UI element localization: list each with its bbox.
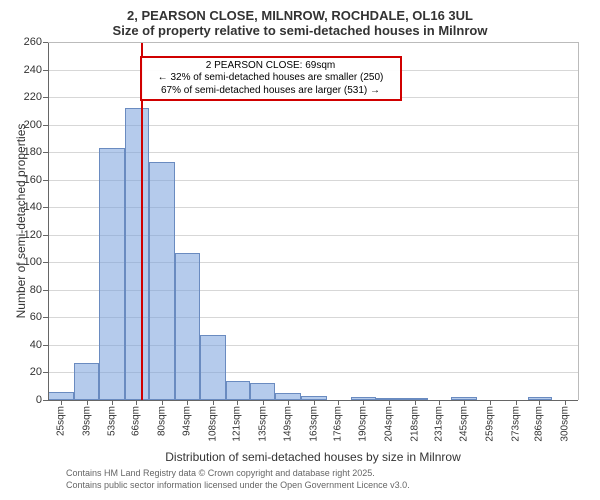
y-axis-line: [48, 42, 49, 400]
chart-title-line1: 2, PEARSON CLOSE, MILNROW, ROCHDALE, OL1…: [0, 8, 600, 23]
ytick-label: 260: [24, 36, 42, 48]
histogram-bar: [226, 381, 250, 400]
y-axis-label: Number of semi-detached properties: [14, 124, 28, 319]
attribution-line1: Contains HM Land Registry data © Crown c…: [66, 468, 410, 480]
xtick-label: 231sqm: [433, 406, 444, 442]
xtick-label: 204sqm: [384, 406, 395, 442]
ytick-label: 220: [24, 91, 42, 103]
annotation-line1: 2 PEARSON CLOSE: 69sqm: [146, 60, 396, 73]
xtick-label: 163sqm: [308, 406, 319, 442]
xtick-label: 121sqm: [231, 406, 242, 442]
xtick-label: 300sqm: [560, 406, 571, 442]
xtick-label: 108sqm: [208, 406, 219, 442]
xtick-label: 94sqm: [182, 406, 193, 436]
xtick-label: 39sqm: [81, 406, 92, 436]
x-axis-label: Distribution of semi-detached houses by …: [165, 450, 460, 464]
histogram-bar: [99, 148, 125, 400]
annotation-box: 2 PEARSON CLOSE: 69sqm← 32% of semi-deta…: [140, 56, 402, 102]
chart: 2, PEARSON CLOSE, MILNROW, ROCHDALE, OL1…: [0, 8, 600, 44]
chart-title-line2: Size of property relative to semi-detach…: [0, 23, 600, 38]
ytick-label: 60: [30, 311, 42, 323]
xtick-label: 259sqm: [484, 406, 495, 442]
x-axis-line: [48, 400, 578, 401]
right-axis-line: [578, 42, 579, 400]
xtick-label: 190sqm: [358, 406, 369, 442]
attribution-text: Contains HM Land Registry data © Crown c…: [66, 468, 410, 491]
top-axis-line: [48, 42, 578, 43]
xtick-label: 176sqm: [332, 406, 343, 442]
annotation-line2: ← 32% of semi-detached houses are smalle…: [146, 72, 396, 85]
histogram-bar: [175, 253, 201, 400]
ytick-label: 0: [36, 394, 42, 406]
histogram-bar: [250, 383, 276, 400]
ytick-label: 240: [24, 64, 42, 76]
xtick-label: 218sqm: [409, 406, 420, 442]
histogram-bar: [48, 392, 74, 400]
xtick-label: 53sqm: [107, 406, 118, 436]
xtick-label: 245sqm: [459, 406, 470, 442]
xtick-label: 273sqm: [510, 406, 521, 442]
xtick-label: 80sqm: [156, 406, 167, 436]
ytick-label: 80: [30, 284, 42, 296]
histogram-bar: [275, 393, 301, 400]
xtick-label: 135sqm: [257, 406, 268, 442]
histogram-bar: [149, 162, 175, 400]
ytick-label: 20: [30, 366, 42, 378]
plot-area: 02040608010012014016018020022024026025sq…: [48, 42, 578, 400]
histogram-bar: [200, 335, 226, 400]
xtick-label: 286sqm: [534, 406, 545, 442]
xtick-label: 149sqm: [283, 406, 294, 442]
xtick-label: 66sqm: [131, 406, 142, 436]
histogram-bar: [125, 108, 149, 400]
annotation-line3: 67% of semi-detached houses are larger (…: [146, 85, 396, 98]
ytick-label: 40: [30, 339, 42, 351]
histogram-bar: [74, 363, 100, 400]
attribution-line2: Contains public sector information licen…: [66, 480, 410, 492]
xtick-label: 25sqm: [55, 406, 66, 436]
